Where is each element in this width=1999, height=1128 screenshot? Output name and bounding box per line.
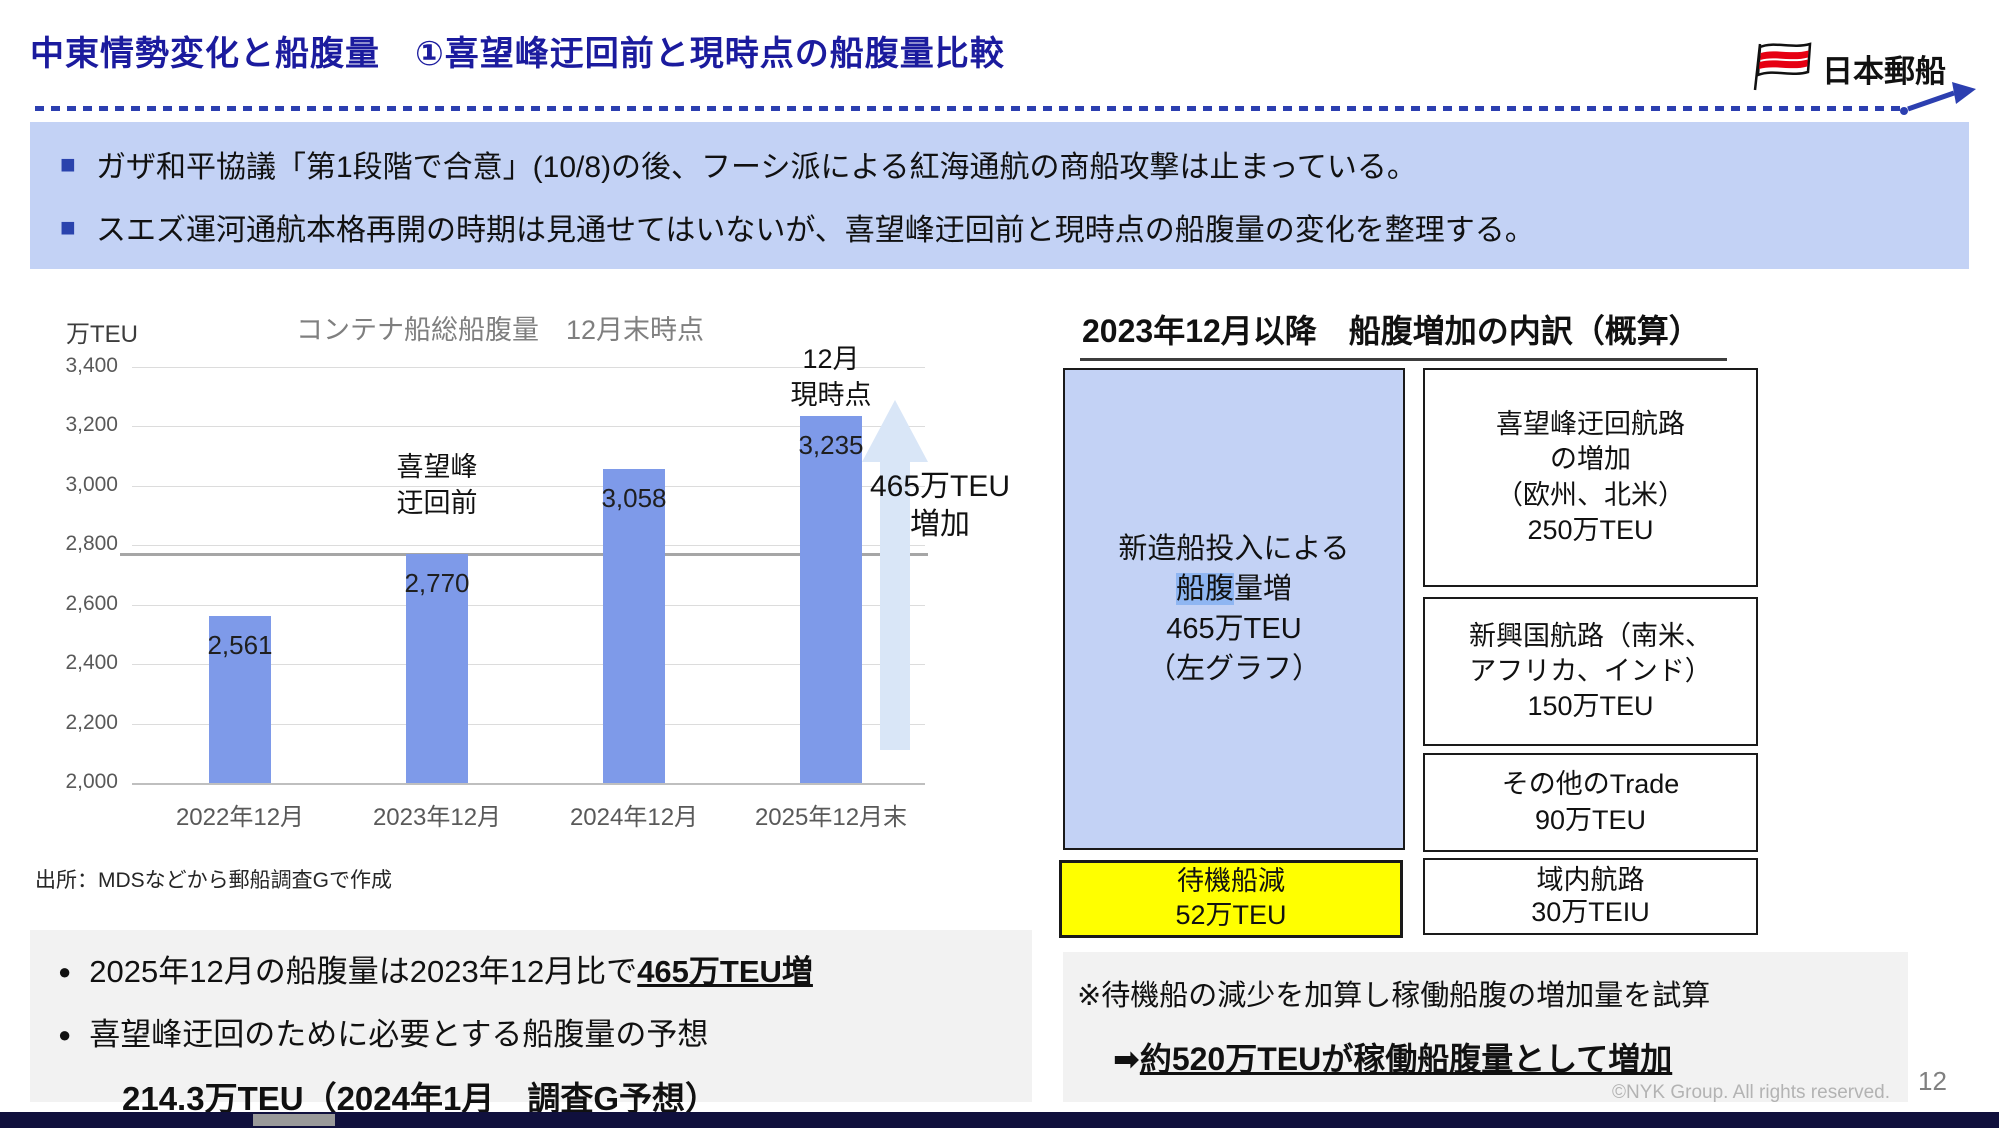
annotation-current: 12月 現時点 (790, 344, 872, 410)
increase-arrow-icon (862, 400, 928, 755)
dot-bullet-icon: ● (58, 959, 72, 984)
chart-gridline (132, 367, 925, 368)
chart-title: コンテナ船総船腹量 12月末時点 (295, 315, 705, 345)
summary-text-2: スエズ運河通航本格再開の時期は見通せてはいないが、喜望峰迂回前と現時点の船腹量の… (96, 214, 1535, 248)
idle-ships-box: 待機船減 52万TEU (1059, 860, 1403, 938)
chart-gridline (132, 426, 925, 428)
newbuild-capacity-text: 新造船投入による 船腹量増 465万TEU （左グラフ） (1118, 532, 1350, 686)
right-arrow-icon: ➡ (1113, 1041, 1140, 1077)
y-tick-label: 3,000 (65, 472, 118, 496)
emphasis-465: 465万TEU増 (637, 954, 813, 989)
company-logo: 日本郵船 (1752, 40, 1946, 97)
bar-value-label: 3,235 (798, 430, 864, 461)
newbuild-capacity-box: 新造船投入による 船腹量増 465万TEU （左グラフ） (1063, 368, 1405, 850)
chart-source-note: 出所：MDSなどから郵船調査Gで作成 (35, 869, 392, 892)
conclusion-right-box: ※待機船の減少を加算し稼働船腹の増加量を試算 ➡約520万TEUが稼働船腹量とし… (1063, 952, 1908, 1102)
annotation-increase: 465万TEU 増加 (869, 470, 1011, 541)
page-number: 12 (1918, 1066, 1947, 1096)
chart-bar (406, 554, 468, 783)
chart-gridline (132, 664, 925, 666)
x-axis-label: 2022年12月 (175, 804, 305, 831)
chart-gridline (132, 723, 925, 725)
conclusion-bullet-2: ● 喜望峰迂回のために必要とする船腹量の予想 (58, 1017, 709, 1052)
conclusion-line: ➡約520万TEUが稼働船腹量として増加 (1113, 1041, 1673, 1077)
x-axis-label: 2023年12月 (372, 804, 502, 831)
chart-bar (209, 616, 271, 783)
y-tick-label: 2,200 (65, 710, 118, 734)
x-axis-label: 2025年12月末 (754, 804, 908, 831)
annotation-before-detour: 喜望峰 迂回前 (396, 452, 478, 518)
forecast-line: 214.3万TEU（2024年1月 調査G予想） (122, 1080, 719, 1117)
breakdown-box-other-trade: その他のTrade 90万TEU (1423, 753, 1758, 852)
divider-arrow-icon (1896, 80, 1978, 125)
y-tick-label: 3,400 (65, 354, 118, 377)
nyk-flag-icon (1752, 40, 1814, 97)
y-tick-label: 2,400 (65, 651, 118, 675)
page-title: 中東情勢変化と船腹量 ①喜望峰迂回前と現時点の船腹量比較 (30, 35, 1005, 73)
chart-bar (603, 468, 665, 783)
x-axis-label: 2024年12月 (569, 804, 699, 831)
summary-bullet-2: ■ スエズ運河通航本格再開の時期は見通せてはいないが、喜望峰迂回前と現時点の船腹… (60, 205, 1969, 249)
bottom-scrollbar-thumb[interactable] (253, 1114, 335, 1126)
y-tick-label: 2,600 (65, 591, 118, 615)
bottom-scrollbar-track (0, 1112, 1999, 1128)
chart-gridline (132, 485, 925, 487)
dot-bullet-icon: ● (58, 1022, 72, 1047)
square-bullet-icon: ■ (60, 212, 76, 243)
breakdown-box-intra-regional: 域内航路 30万TEIU (1423, 858, 1758, 935)
highlighted-term: 船腹 (1175, 572, 1234, 605)
summary-text-1: ガザ和平協議「第1段階で合意」(10/8)の後、フーシ派による紅海通航の商船攻撃… (96, 150, 1417, 184)
y-tick-label: 3,200 (65, 413, 118, 437)
chart-bar (800, 416, 862, 783)
y-tick-label: 2,000 (65, 770, 118, 793)
asterisk-note: ※待機船の減少を加算し稼働船腹の増加量を試算 (1077, 980, 1711, 1012)
breakdown-box-cape-route: 喜望峰迂回航路 の増加 （欧州、北米） 250万TEU (1423, 368, 1758, 587)
chart-gridline (132, 783, 925, 785)
logo-text: 日本郵船 (1822, 54, 1946, 89)
bar-value-label: 2,770 (404, 568, 470, 599)
chart-gridline (132, 604, 925, 606)
copyright-text: ©NYK Group. All rights reserved. (1612, 1082, 1890, 1103)
chart-gridline (132, 545, 925, 547)
dotted-divider (35, 106, 1903, 111)
summary-bullet-1: ■ ガザ和平協議「第1段階で合意」(10/8)の後、フーシ派による紅海通航の商船… (60, 142, 1969, 186)
conclusion-left-box: ● 2025年12月の船腹量は2023年12月比で465万TEU増 ● 喜望峰迂… (30, 930, 1032, 1117)
bar-value-label: 3,058 (601, 482, 667, 513)
chart-unit-label: 万TEU (66, 321, 138, 348)
summary-box: ■ ガザ和平協議「第1段階で合意」(10/8)の後、フーシ派による紅海通航の商船… (30, 122, 1969, 269)
reference-line-2770 (120, 553, 928, 557)
right-panel-heading: 2023年12月以降 船腹増加の内訳（概算） (1080, 306, 1727, 361)
bar-value-label: 2,561 (207, 630, 273, 661)
breakdown-box-emerging: 新興国航路（南米、 アフリカ、インド） 150万TEU (1423, 597, 1758, 746)
y-tick-label: 2,800 (65, 532, 118, 556)
conclusion-bullet-1: ● 2025年12月の船腹量は2023年12月比で465万TEU増 (58, 954, 813, 989)
square-bullet-icon: ■ (60, 148, 76, 179)
